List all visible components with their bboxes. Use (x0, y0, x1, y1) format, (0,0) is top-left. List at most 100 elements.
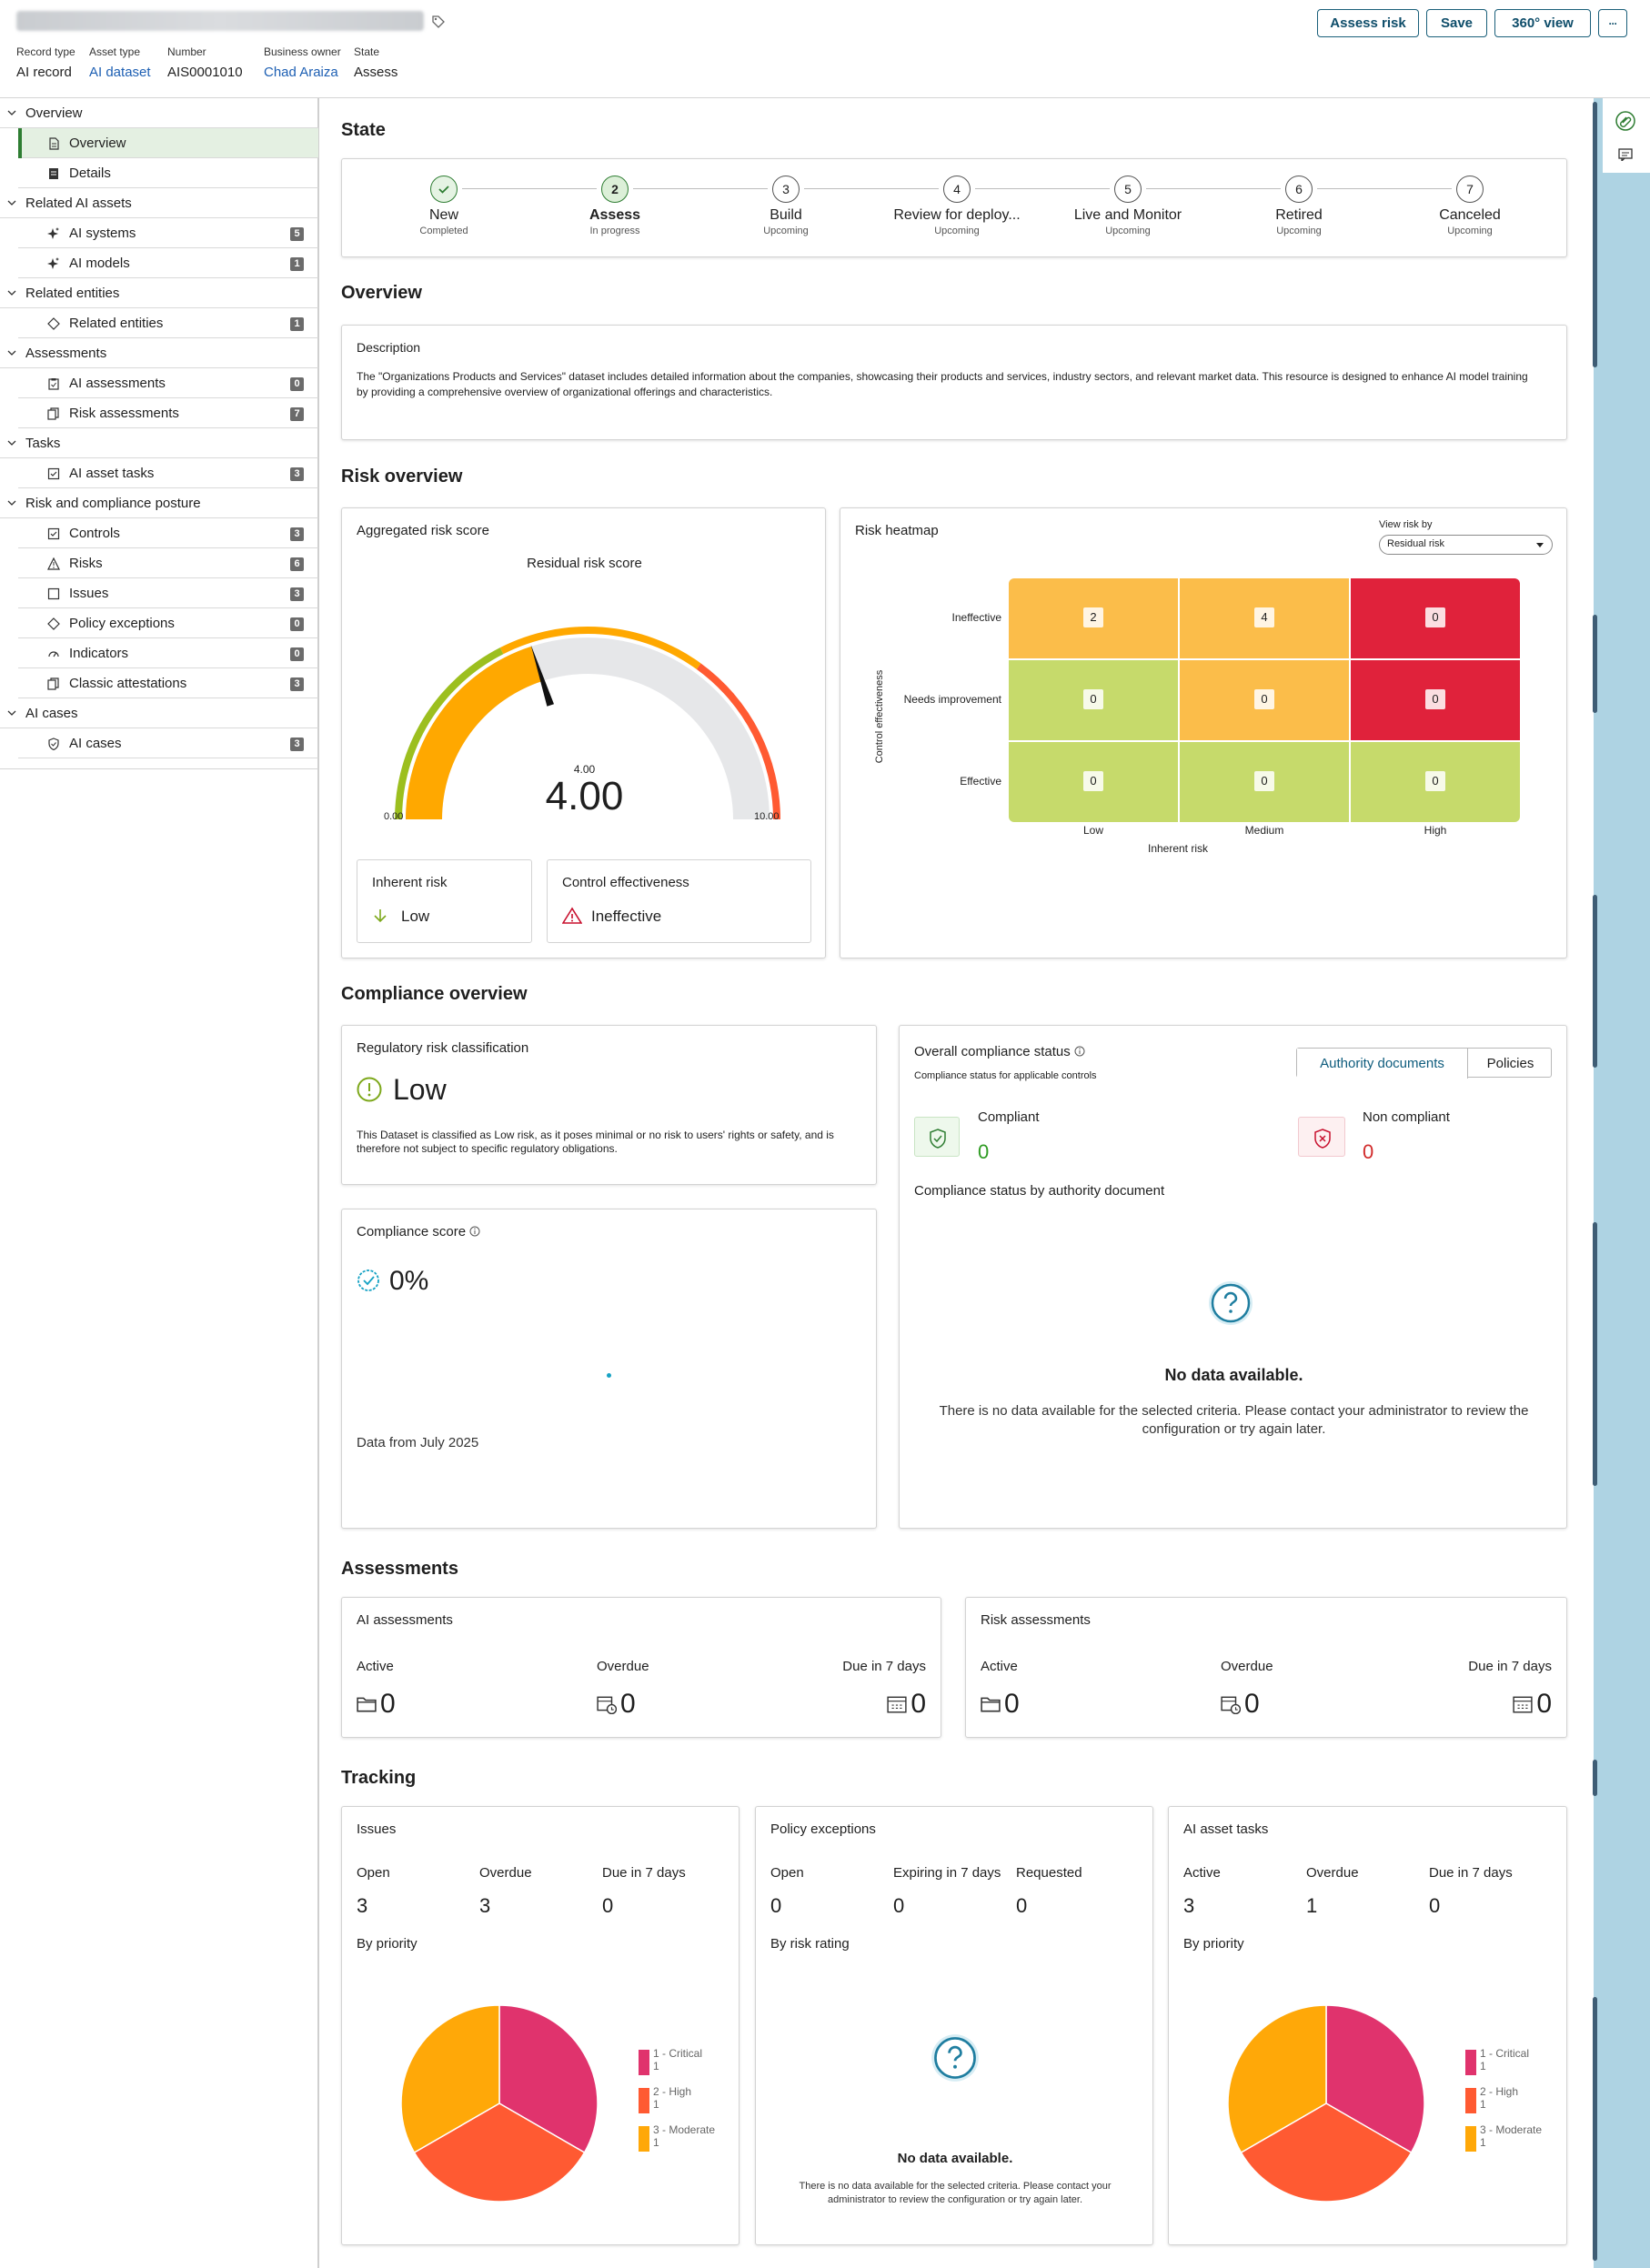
step-assess[interactable]: 2 Assess In progress (542, 176, 688, 236)
stat-value[interactable]: 0 (1429, 1894, 1441, 1917)
nav-item-related-entities[interactable]: Related entities 1 (18, 308, 318, 338)
more-actions-button[interactable]: ··· (1598, 9, 1627, 37)
heatmap-cell[interactable]: 0 (1351, 742, 1520, 822)
stat-value[interactable]: 3 (1183, 1894, 1195, 1917)
scrollbar-segment[interactable] (1593, 1222, 1597, 1486)
stat-value-group[interactable]: 0 (357, 1689, 396, 1720)
aggregated-risk-title: Aggregated risk score (357, 523, 489, 538)
nav-section-assessments[interactable]: Assessments (0, 338, 318, 368)
step-new[interactable]: New Completed (371, 176, 517, 236)
save-button[interactable]: Save (1426, 9, 1487, 37)
info-icon[interactable] (469, 1226, 480, 1237)
scrollbar-segment[interactable] (1593, 1997, 1597, 2261)
stat-value-group[interactable]: 0 (887, 1689, 926, 1720)
chevron-down-icon[interactable] (7, 438, 16, 447)
step-live-and-monitor[interactable]: 5 Live and Monitor Upcoming (1055, 176, 1201, 236)
stat-value[interactable]: 0 (770, 1894, 782, 1917)
chevron-down-icon[interactable] (7, 708, 16, 718)
heatmap-cell[interactable]: 4 (1180, 578, 1349, 658)
chevron-down-icon[interactable] (7, 108, 16, 117)
scrollbar-segment[interactable] (1593, 895, 1597, 1068)
nav-item-policy-exceptions[interactable]: Policy exceptions 0 (18, 608, 318, 638)
nav-item-ai-cases[interactable]: AI cases 3 (18, 728, 318, 758)
heatmap-cell[interactable]: 0 (1180, 660, 1349, 740)
nav-section-related-entities[interactable]: Related entities (0, 278, 318, 308)
asset-type-link[interactable]: AI dataset (89, 65, 151, 80)
stat-value-group[interactable]: 0 (1221, 1689, 1260, 1720)
step-canceled[interactable]: 7 Canceled Upcoming (1397, 176, 1543, 236)
pie-slice[interactable] (498, 2004, 599, 2154)
scrollbar-segment[interactable] (1593, 1760, 1597, 1796)
pie-slice[interactable] (1227, 2004, 1327, 2154)
pie-slice[interactable] (400, 2004, 500, 2154)
view-360-button[interactable]: 360° view (1494, 9, 1591, 37)
stat-value[interactable]: 0 (602, 1894, 614, 1917)
step-retired[interactable]: 6 Retired Upcoming (1226, 176, 1372, 236)
nav-item-classic-attestations[interactable]: Classic attestations 3 (18, 668, 318, 698)
record-title-blurred (16, 11, 424, 31)
stat-value-group[interactable]: 0 (597, 1689, 636, 1720)
stat-value[interactable]: 1 (1306, 1894, 1318, 1917)
nav-section-risk-and-compliance-posture[interactable]: Risk and compliance posture (0, 488, 318, 518)
tag-icon[interactable] (431, 15, 446, 29)
nav-item-overview[interactable]: Overview (18, 128, 318, 158)
pie-legend-item[interactable]: 3 - Moderate 1 (1465, 2124, 1556, 2152)
pie-legend-item[interactable]: 2 - High 1 (1465, 2086, 1556, 2113)
nav-item-details[interactable]: Details (18, 158, 318, 188)
nav-section-related-ai-assets[interactable]: Related AI assets (0, 188, 318, 218)
heatmap-cell[interactable]: 0 (1351, 660, 1520, 740)
stat-value[interactable]: 3 (479, 1894, 491, 1917)
business-owner-link[interactable]: Chad Araiza (264, 65, 338, 80)
pie-slice[interactable] (1325, 2004, 1425, 2154)
info-icon[interactable] (1074, 1046, 1085, 1057)
heatmap-cell[interactable]: 0 (1180, 742, 1349, 822)
attachment-icon[interactable] (1615, 111, 1635, 131)
stat-value-group[interactable]: 0 (1513, 1689, 1552, 1720)
nav-item-ai-models[interactable]: AI models 1 (18, 248, 318, 278)
chevron-down-icon[interactable] (7, 348, 16, 357)
pie-slice[interactable] (413, 2102, 586, 2203)
tab-authority-documents[interactable]: Authority documents (1297, 1049, 1468, 1079)
view-risk-by-select[interactable]: Residual risk (1379, 535, 1553, 555)
pie-slice[interactable] (1240, 2102, 1413, 2203)
nav-item-ai-assessments[interactable]: AI assessments 0 (18, 368, 318, 398)
document-icon (49, 137, 59, 150)
heatmap-cell[interactable]: 2 (1009, 578, 1178, 658)
stat-value[interactable]: 3 (357, 1894, 368, 1917)
nav-item-indicators[interactable]: Indicators 0 (18, 638, 318, 668)
stat-value[interactable]: 0 (893, 1894, 905, 1917)
comment-icon[interactable] (1618, 148, 1633, 161)
heatmap-cell[interactable]: 0 (1351, 578, 1520, 658)
pie-legend-item[interactable]: 1 - Critical 1 (639, 2048, 729, 2075)
nav-item-ai-systems[interactable]: AI systems 5 (18, 218, 318, 248)
meta-record-type: Record type AI record (16, 45, 75, 80)
control-effectiveness-value: Ineffective (591, 908, 662, 925)
heatmap-cell[interactable]: 0 (1009, 660, 1178, 740)
gauge-band-medium (499, 627, 701, 669)
nav-item-risk-assessments[interactable]: Risk assessments 7 (18, 398, 318, 428)
nav-item-controls[interactable]: Controls 3 (18, 518, 318, 548)
scrollbar-segment[interactable] (1593, 102, 1597, 367)
assess-risk-button[interactable]: Assess risk (1317, 9, 1419, 37)
calendar-icon (887, 1696, 907, 1713)
tab-policies[interactable]: Policies (1486, 1056, 1534, 1071)
pie-legend-item[interactable]: 3 - Moderate 1 (639, 2124, 729, 2152)
scrollbar-segment[interactable] (1593, 615, 1597, 713)
nav-item-ai-asset-tasks[interactable]: AI asset tasks 3 (18, 458, 318, 488)
pie-legend-item[interactable]: 2 - High 1 (639, 2086, 729, 2113)
step-review-for-deploy-[interactable]: 4 Review for deploy... Upcoming (884, 176, 1030, 236)
gauge-value-fill (406, 646, 543, 819)
step-build[interactable]: 3 Build Upcoming (713, 176, 859, 236)
chevron-down-icon[interactable] (7, 288, 16, 297)
nav-section-overview[interactable]: Overview (0, 98, 318, 128)
heatmap-cell[interactable]: 0 (1009, 742, 1178, 822)
pie-legend-item[interactable]: 1 - Critical 1 (1465, 2048, 1556, 2075)
nav-item-risks[interactable]: Risks 6 (18, 548, 318, 578)
stat-value[interactable]: 0 (1016, 1894, 1028, 1917)
chevron-down-icon[interactable] (7, 498, 16, 507)
nav-section-ai-cases[interactable]: AI cases (0, 698, 318, 728)
nav-section-tasks[interactable]: Tasks (0, 428, 318, 458)
stat-value-group[interactable]: 0 (981, 1689, 1020, 1720)
nav-item-issues[interactable]: Issues 3 (18, 578, 318, 608)
chevron-down-icon[interactable] (7, 198, 16, 207)
